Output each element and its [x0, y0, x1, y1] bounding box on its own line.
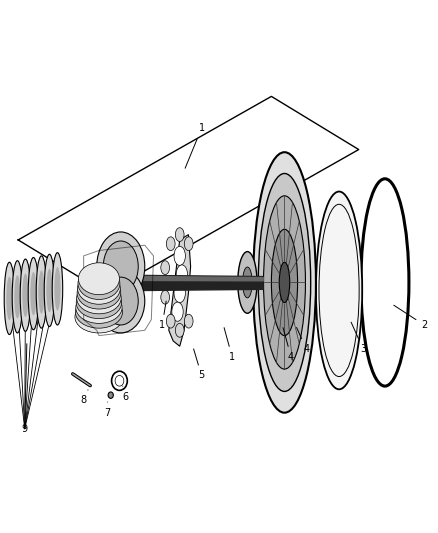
Ellipse shape: [175, 228, 184, 241]
Ellipse shape: [161, 290, 170, 304]
Ellipse shape: [184, 237, 193, 251]
Ellipse shape: [76, 287, 122, 319]
Ellipse shape: [36, 256, 47, 328]
Ellipse shape: [112, 371, 127, 390]
Ellipse shape: [86, 268, 90, 273]
Ellipse shape: [78, 268, 120, 300]
Ellipse shape: [166, 237, 175, 251]
Ellipse shape: [238, 252, 257, 313]
Ellipse shape: [22, 273, 28, 317]
Ellipse shape: [279, 262, 290, 303]
Ellipse shape: [4, 262, 14, 335]
Ellipse shape: [77, 277, 121, 309]
Text: 4: 4: [297, 327, 309, 354]
Ellipse shape: [243, 267, 252, 298]
Ellipse shape: [258, 173, 311, 391]
Ellipse shape: [30, 272, 37, 316]
Ellipse shape: [78, 272, 120, 304]
Ellipse shape: [172, 302, 183, 321]
Ellipse shape: [97, 232, 145, 301]
Text: 3: 3: [351, 322, 366, 354]
Ellipse shape: [103, 241, 138, 292]
Text: 2: 2: [394, 305, 427, 330]
Text: 9: 9: [21, 344, 28, 434]
Ellipse shape: [103, 277, 138, 325]
Ellipse shape: [184, 314, 193, 328]
Ellipse shape: [14, 275, 21, 319]
Ellipse shape: [28, 257, 39, 330]
Text: 5: 5: [194, 349, 205, 381]
Text: 1: 1: [159, 301, 166, 330]
Ellipse shape: [44, 254, 55, 327]
Ellipse shape: [75, 296, 123, 328]
Ellipse shape: [75, 301, 123, 333]
Ellipse shape: [174, 246, 185, 265]
Ellipse shape: [52, 253, 63, 325]
Ellipse shape: [174, 284, 185, 303]
Ellipse shape: [20, 259, 31, 332]
Ellipse shape: [175, 324, 184, 337]
Text: 4: 4: [283, 328, 294, 362]
Ellipse shape: [166, 314, 175, 328]
Ellipse shape: [253, 152, 316, 413]
Text: 1: 1: [185, 123, 205, 168]
Ellipse shape: [161, 261, 170, 274]
Ellipse shape: [6, 277, 13, 320]
Ellipse shape: [316, 191, 362, 389]
Text: 1: 1: [224, 328, 235, 362]
Ellipse shape: [264, 196, 305, 369]
Text: 6: 6: [122, 386, 128, 402]
Polygon shape: [169, 235, 191, 346]
Ellipse shape: [77, 282, 121, 314]
Ellipse shape: [76, 292, 122, 324]
Ellipse shape: [97, 269, 145, 333]
Ellipse shape: [108, 392, 113, 398]
Text: 7: 7: [105, 402, 111, 418]
Ellipse shape: [78, 263, 120, 295]
Ellipse shape: [12, 261, 23, 333]
Ellipse shape: [46, 269, 53, 312]
Text: 8: 8: [81, 390, 88, 406]
Ellipse shape: [54, 267, 60, 311]
Ellipse shape: [176, 265, 187, 284]
Ellipse shape: [272, 229, 297, 336]
Ellipse shape: [38, 270, 45, 314]
